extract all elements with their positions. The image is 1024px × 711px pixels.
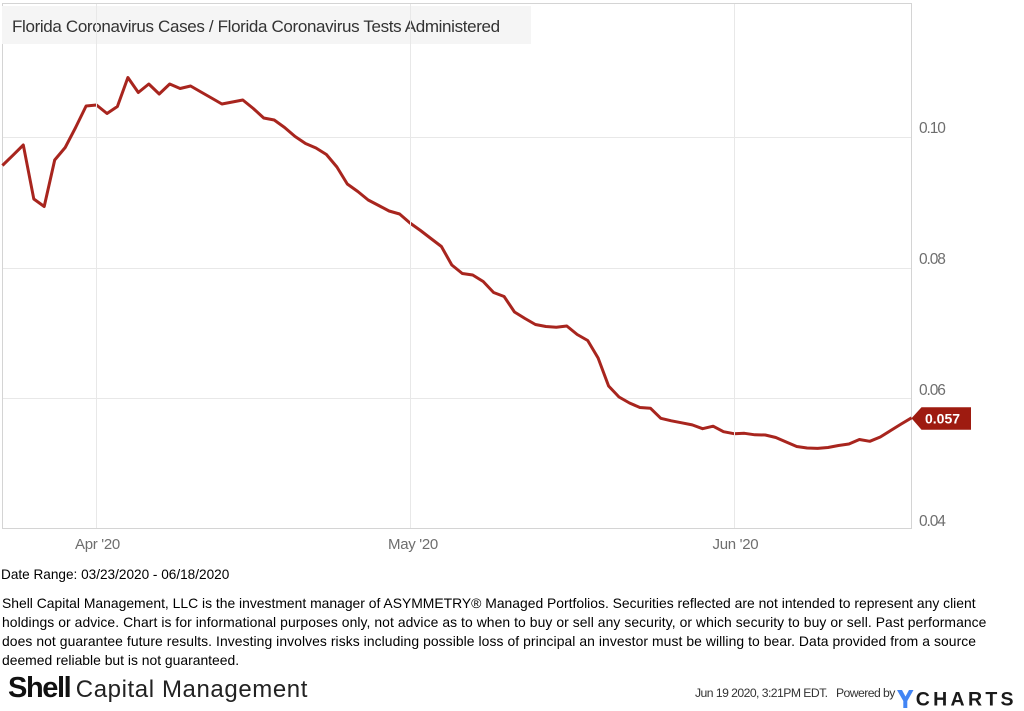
svg-text:CHARTS: CHARTS bbox=[916, 688, 1017, 710]
svg-text:0.057: 0.057 bbox=[925, 411, 960, 427]
